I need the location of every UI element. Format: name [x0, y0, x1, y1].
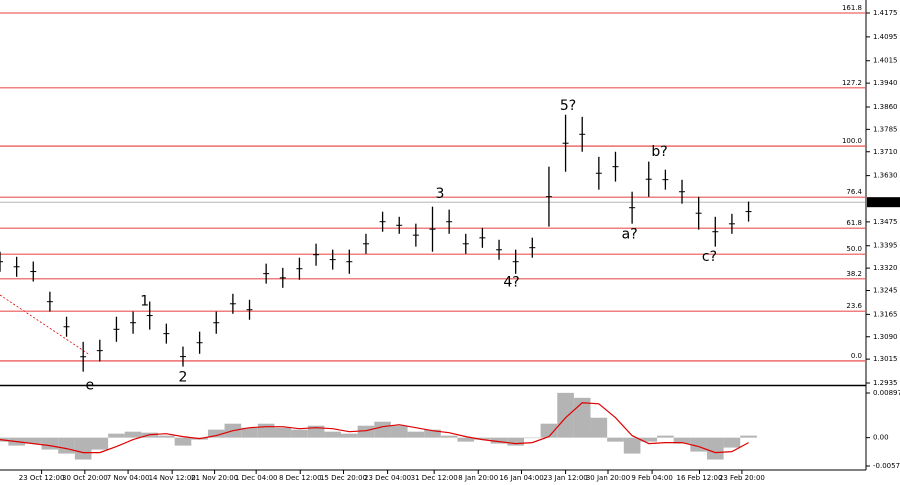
x-tick-label: 8 Jan 20:00 [458, 474, 498, 482]
y-tick-label: 1.3475 [873, 218, 898, 226]
histogram-bar [590, 417, 608, 438]
histogram-bar [474, 437, 491, 440]
histogram-bar [557, 392, 574, 438]
histogram-bar [257, 423, 275, 438]
x-tick-label: 30 Oct 20:00 [62, 474, 108, 482]
wave-label: b? [651, 144, 667, 160]
histogram-bar [108, 433, 125, 438]
fib-level-label: 38.2 [846, 270, 862, 278]
wave-label: 5? [560, 98, 576, 114]
x-tick-label: 8 Dec 12:00 [279, 474, 322, 482]
current-price-label: 1.3541 [871, 198, 896, 206]
y-tick-label: 1.3860 [873, 103, 898, 111]
fib-level-label: 100.0 [842, 137, 862, 145]
fib-level-label: 127.2 [842, 79, 862, 87]
histogram-bar [640, 437, 658, 442]
x-tick-label: 7 Nov 04:00 [107, 474, 150, 482]
histogram-bar [174, 437, 192, 446]
histogram-bar [607, 437, 624, 442]
y-tick-label: 1.4095 [873, 33, 898, 41]
histogram-bar [407, 431, 425, 438]
wave-label: 4? [503, 275, 519, 291]
y-tick-label: 1.3785 [873, 125, 898, 133]
y-tick-label: 0.00 [873, 434, 889, 442]
wave-label: a? [622, 227, 638, 243]
histogram-bar [341, 433, 358, 438]
histogram-bar [740, 435, 757, 438]
histogram-bar [124, 431, 142, 438]
y-tick-label: 1.3090 [873, 333, 898, 341]
x-tick-label: 9 Feb 04:00 [631, 474, 672, 482]
histogram-bar [490, 437, 508, 444]
wave-label: 1 [140, 294, 149, 310]
histogram-bar [357, 425, 375, 438]
y-tick-label: 0.00897 [873, 389, 900, 397]
wave-label: c? [702, 249, 717, 265]
y-tick-label: 1.3710 [873, 148, 898, 156]
histogram-bar [440, 435, 458, 438]
y-tick-label: 1.3245 [873, 287, 898, 295]
x-tick-label: 15 Dec 20:00 [320, 474, 367, 482]
fib-level-label: 23.6 [846, 302, 862, 310]
x-tick-label: 14 Nov 12:00 [149, 474, 196, 482]
fib-level-label: 161.8 [842, 4, 862, 12]
fib-level-label: 76.4 [846, 188, 862, 196]
histogram-bar [58, 437, 75, 454]
histogram-bar [274, 427, 292, 438]
x-tick-label: 30 Jan 20:00 [586, 474, 630, 482]
wave-label: e [86, 378, 95, 394]
histogram-bar [207, 429, 225, 438]
y-tick-label: 1.4015 [873, 57, 898, 65]
histogram-bar [374, 421, 391, 438]
x-tick-label: 23 Dec 04:00 [364, 474, 411, 482]
y-tick-label: 1.4175 [873, 9, 898, 17]
histogram-bar [41, 437, 59, 450]
x-tick-label: 21 Nov 20:00 [191, 474, 238, 482]
histogram-bar [24, 437, 42, 444]
histogram-bar [723, 437, 741, 448]
x-tick-label: 16 Feb 12:00 [677, 474, 723, 482]
histogram-bar [424, 429, 441, 438]
histogram-bar [623, 437, 641, 454]
x-tick-label: 23 Feb 20:00 [719, 474, 765, 482]
fib-level-label: 0.0 [851, 352, 862, 360]
histogram-bar [523, 437, 541, 439]
histogram-bar [540, 423, 558, 438]
wave-label: 2 [179, 370, 188, 386]
histogram-bar [657, 435, 674, 438]
x-tick-label: 23 Jan 12:00 [543, 474, 587, 482]
y-tick-label: 1.3015 [873, 355, 898, 363]
histogram-bar [324, 431, 342, 438]
y-tick-label: -0.0057 [873, 462, 900, 470]
x-tick-label: 1 Dec 04:00 [235, 474, 278, 482]
y-tick-label: 1.3940 [873, 79, 898, 87]
x-tick-label: 16 Jan 04:00 [499, 474, 543, 482]
fib-level-label: 50.0 [846, 245, 862, 253]
y-tick-label: 1.3165 [873, 310, 898, 318]
histogram-bar [573, 397, 591, 438]
current-price-box [867, 197, 900, 208]
signal-line [0, 402, 749, 454]
y-tick-label: 1.3630 [873, 172, 898, 180]
wave-label: 3 [436, 186, 445, 202]
y-tick-label: 1.2935 [873, 379, 898, 387]
histogram-bar [507, 437, 524, 446]
histogram-bar [307, 425, 325, 438]
y-tick-label: 1.3395 [873, 242, 898, 250]
histogram-bar [241, 427, 258, 438]
y-tick-label: 1.3320 [873, 264, 898, 272]
histogram-bar [457, 437, 475, 442]
histogram-bar [91, 437, 109, 450]
histogram-bar [158, 435, 175, 438]
histogram-bar [673, 437, 691, 444]
x-tick-label: 31 Dec 12:00 [411, 474, 458, 482]
histogram-bar [291, 429, 308, 438]
x-tick-label: 23 Oct 12:00 [19, 474, 65, 482]
histogram-bar [706, 437, 724, 460]
histogram-bar [74, 437, 92, 460]
fib-level-label: 61.8 [846, 219, 862, 227]
histogram-bar [390, 425, 408, 438]
